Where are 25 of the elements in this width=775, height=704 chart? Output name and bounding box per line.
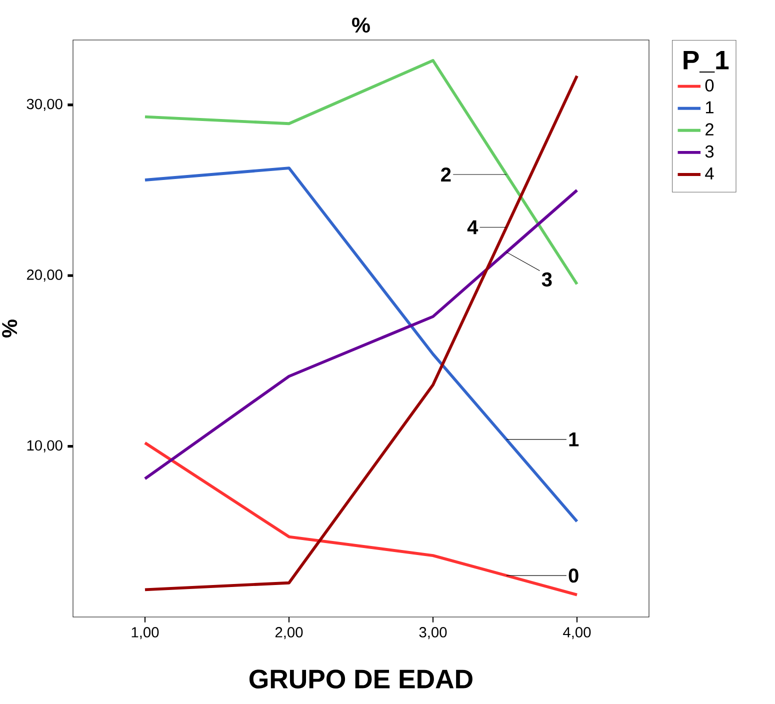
legend-label: 0 — [705, 79, 714, 92]
line-series — [144, 188, 578, 480]
legend-label: 4 — [705, 168, 714, 180]
y-tick-label: 20,00 — [26, 270, 62, 282]
text: 4 — [467, 220, 478, 234]
y-tick-label: 30,00 — [26, 98, 62, 111]
x-tick-label: 4,00 — [563, 627, 591, 640]
text: 2 — [441, 168, 451, 182]
x-tick-label: 3,00 — [419, 627, 447, 640]
text: 0 — [568, 568, 578, 583]
text: 1 — [569, 432, 579, 446]
x-tick-label: 2,00 — [275, 627, 303, 640]
x-axis-title: GRUPO DE EDAD — [249, 670, 472, 689]
legend-label: 1 — [706, 101, 714, 114]
line-series — [144, 166, 578, 523]
line-series — [144, 74, 578, 592]
legend-label: 3 — [705, 145, 714, 158]
legend-title: P_1 — [684, 50, 729, 73]
line-series — [144, 59, 578, 286]
chart-title: % — [352, 18, 370, 33]
text: 3 — [542, 272, 552, 287]
x-tick-label: 1,00 — [132, 627, 159, 640]
legend-label: 2 — [706, 123, 714, 136]
y-tick-label: 10,00 — [27, 440, 62, 452]
y-axis-title: % — [2, 320, 18, 338]
